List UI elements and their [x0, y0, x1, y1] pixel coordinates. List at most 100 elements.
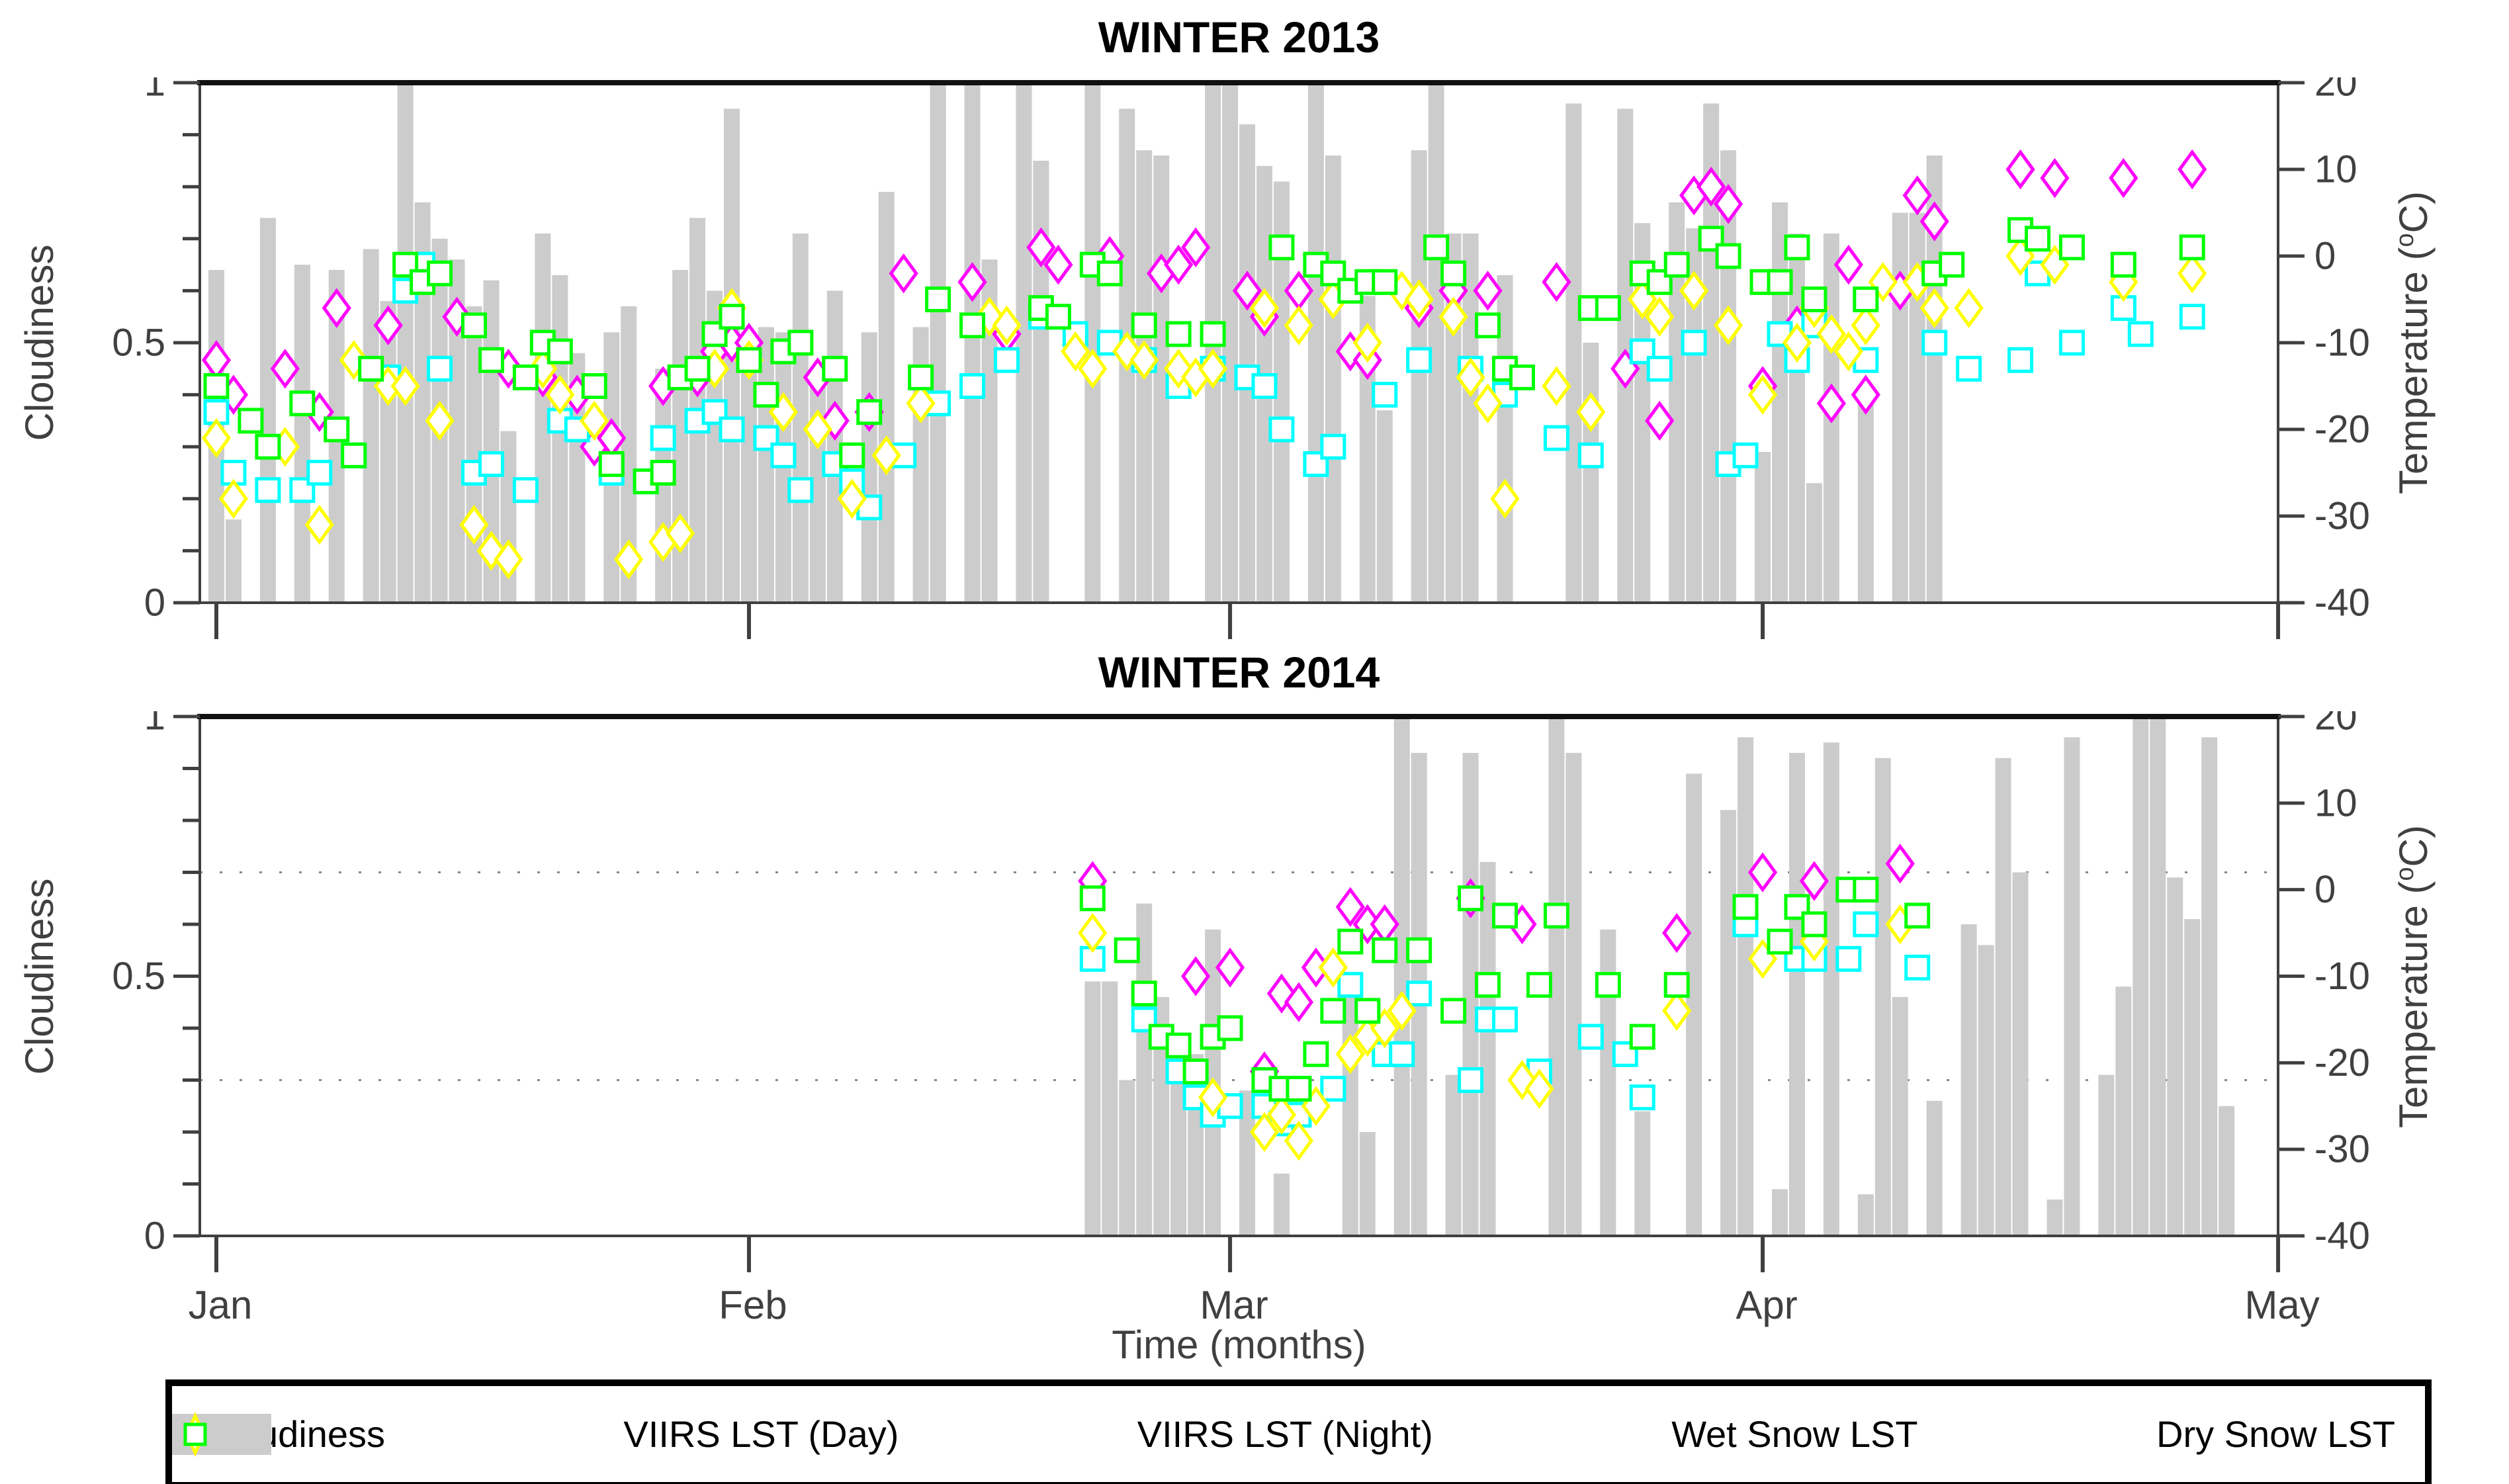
cloudiness-bar — [1016, 83, 1032, 603]
x-month-tick-label: Feb — [719, 1283, 787, 1327]
y-left-tick-label: 0 — [144, 582, 165, 625]
cloudiness-bar — [1084, 981, 1101, 1236]
cloudiness-bar — [1307, 83, 1324, 603]
marker-wet-snow-lst — [1335, 1034, 1365, 1074]
cloudiness-bar — [2184, 919, 2201, 1236]
marker-dry-snow-lst — [1853, 286, 1879, 312]
marker-viirs-lst-night- — [1577, 442, 1604, 468]
marker-dry-snow-lst — [1492, 902, 1519, 929]
cloudiness-bar — [1102, 981, 1118, 1236]
marker-viirs-lst-night- — [1956, 355, 1982, 382]
marker-dry-snow-lst — [1200, 321, 1226, 347]
marker-wet-snow-lst — [390, 366, 420, 406]
marker-dry-snow-lst — [650, 460, 676, 486]
cloudiness-bar — [1686, 773, 1702, 1236]
marker-viirs-lst-night- — [1303, 451, 1329, 477]
y-right-tick-label: -10 — [2314, 322, 2370, 365]
marker-wet-snow-lst — [1679, 271, 1709, 311]
marker-viirs-lst-night- — [701, 399, 728, 425]
y-right-tick-label: 20 — [2314, 77, 2357, 105]
legend-item: Cloudiness — [172, 1413, 385, 1456]
marker-viirs-lst-day- — [1747, 852, 1778, 893]
y-right-tick-label: 10 — [2314, 148, 2357, 191]
cloudiness-bar — [1411, 150, 1427, 603]
marker-dry-snow-lst — [1165, 1032, 1192, 1059]
marker-viirs-lst-night- — [1629, 338, 1655, 365]
x-month-tick-label: Mar — [1200, 1283, 1268, 1327]
marker-viirs-lst-day- — [1662, 912, 1692, 953]
marker-wet-snow-lst — [2178, 253, 2207, 294]
marker-dry-snow-lst — [1131, 981, 1157, 1007]
y-right-tick-label: -40 — [2314, 582, 2370, 625]
marker-wet-snow-lst — [1662, 990, 1692, 1031]
marker-dry-snow-lst — [1182, 1058, 1209, 1084]
cloudiness-bar — [1720, 150, 1737, 603]
marker-viirs-lst-day- — [820, 400, 850, 441]
marker-dry-snow-lst — [839, 442, 865, 468]
marker-dry-snow-lst — [1440, 260, 1467, 286]
marker-dry-snow-lst — [478, 347, 504, 373]
marker-wet-snow-lst — [218, 478, 249, 519]
marker-dry-snow-lst — [1629, 1024, 1655, 1050]
cloudiness-bar — [1771, 202, 1788, 603]
marker-dry-snow-lst — [255, 433, 281, 460]
y-left-tick-label: 0.5 — [112, 322, 165, 365]
marker-wet-snow-lst — [1387, 990, 1417, 1031]
cloudiness-bar — [1428, 83, 1444, 603]
marker-viirs-lst-night- — [1492, 1006, 1519, 1033]
marker-viirs-lst-day- — [1335, 887, 1365, 928]
marker-viirs-lst-night- — [1612, 1041, 1638, 1067]
cloudiness-bar — [2047, 1200, 2063, 1236]
cloudiness-bar — [964, 83, 981, 603]
marker-dry-snow-lst — [1440, 998, 1467, 1024]
marker-dry-snow-lst — [238, 408, 264, 434]
cloudiness-bar — [1273, 1173, 1290, 1236]
cloudiness-bar — [1462, 233, 1479, 603]
marker-wet-snow-lst — [1249, 1112, 1280, 1153]
marker-viirs-lst-day- — [1542, 262, 1571, 302]
cloudiness-bar — [363, 249, 379, 603]
cloudiness-bar — [792, 233, 809, 603]
marker-wet-snow-lst — [459, 504, 489, 545]
marker-wet-snow-lst — [1645, 296, 1675, 337]
marker-wet-snow-lst — [1404, 279, 1434, 320]
cloudiness-bar — [2098, 1074, 2115, 1236]
marker-dry-snow-lst — [1217, 1015, 1243, 1041]
marker-viirs-lst-night- — [1577, 1024, 1604, 1050]
marker-dry-snow-lst — [1595, 972, 1621, 998]
marker-viirs-lst-day- — [1181, 227, 1211, 268]
marker-wet-snow-lst — [1078, 349, 1108, 389]
marker-wet-snow-lst — [1438, 296, 1468, 337]
cloudiness-bar — [1995, 758, 2011, 1236]
marker-wet-snow-lst — [837, 478, 867, 519]
marker-wet-snow-lst — [1542, 366, 1571, 406]
marker-viirs-lst-night- — [1096, 329, 1123, 356]
marker-dry-snow-lst — [1372, 269, 1398, 295]
marker-dry-snow-lst — [461, 312, 488, 339]
marker-dry-snow-lst — [1286, 1076, 1312, 1102]
cloudiness-bar — [930, 83, 946, 603]
cloudiness-bar — [1033, 160, 1049, 603]
marker-viirs-lst-night- — [1629, 1084, 1655, 1111]
marker-viirs-lst-day- — [889, 253, 918, 294]
marker-dry-snow-lst — [1165, 321, 1192, 347]
legend: Cloudiness VIIRS LST (Day) VIIRS LST (Nigh… — [165, 1379, 2432, 1484]
y-left-tick-label: 0 — [144, 1215, 165, 1258]
marker-wet-snow-lst — [1198, 1077, 1228, 1117]
cloudiness-bar — [1755, 452, 1771, 603]
marker-viirs-lst-day- — [1473, 271, 1503, 311]
marker-dry-snow-lst — [547, 338, 573, 365]
cloudiness-bar — [2012, 872, 2029, 1236]
marker-wet-snow-lst — [992, 305, 1022, 346]
x-month-tick-label: Jan — [189, 1283, 253, 1327]
marker-viirs-lst-day- — [1284, 982, 1314, 1022]
cloudiness-bar — [1634, 1111, 1651, 1236]
y-right-tick-label: -30 — [2314, 1128, 2370, 1171]
marker-dry-snow-lst — [203, 373, 230, 399]
marker-dry-snow-lst — [1423, 234, 1450, 261]
marker-dry-snow-lst — [1767, 928, 1793, 955]
marker-wet-snow-lst — [1456, 357, 1485, 398]
marker-viirs-lst-day- — [1181, 956, 1211, 996]
marker-dry-snow-lst — [1784, 894, 1810, 920]
y-axis-label-temperature-bottom: Temperature (oC) — [2391, 825, 2436, 1128]
